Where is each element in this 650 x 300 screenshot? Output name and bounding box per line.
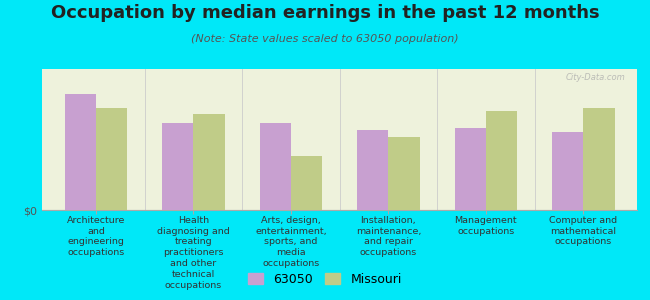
Text: Occupation by median earnings in the past 12 months: Occupation by median earnings in the pas…: [51, 4, 599, 22]
Text: Arts, design,
entertainment,
sports, and
media
occupations: Arts, design, entertainment, sports, and…: [255, 216, 327, 268]
Bar: [455, 128, 486, 210]
Text: Computer and
mathematical
occupations: Computer and mathematical occupations: [549, 216, 618, 247]
Text: (Note: State values scaled to 63050 population): (Note: State values scaled to 63050 popu…: [191, 34, 459, 44]
Bar: [358, 130, 389, 210]
Legend: 63050, Missouri: 63050, Missouri: [243, 268, 407, 291]
Bar: [260, 123, 291, 210]
Text: Health
diagnosing and
treating
practitioners
and other
technical
occupations: Health diagnosing and treating practitio…: [157, 216, 229, 290]
Text: Architecture
and
engineering
occupations: Architecture and engineering occupations: [67, 216, 125, 257]
Bar: [96, 109, 127, 210]
Bar: [486, 111, 517, 210]
Bar: [291, 156, 322, 210]
Text: Installation,
maintenance,
and repair
occupations: Installation, maintenance, and repair oc…: [356, 216, 421, 257]
Text: Management
occupations: Management occupations: [454, 216, 517, 236]
Bar: [194, 114, 225, 210]
Bar: [584, 109, 615, 210]
Bar: [64, 94, 96, 210]
Bar: [162, 123, 194, 210]
Bar: [552, 132, 584, 210]
Text: City-Data.com: City-Data.com: [566, 73, 625, 82]
Bar: [389, 137, 420, 210]
